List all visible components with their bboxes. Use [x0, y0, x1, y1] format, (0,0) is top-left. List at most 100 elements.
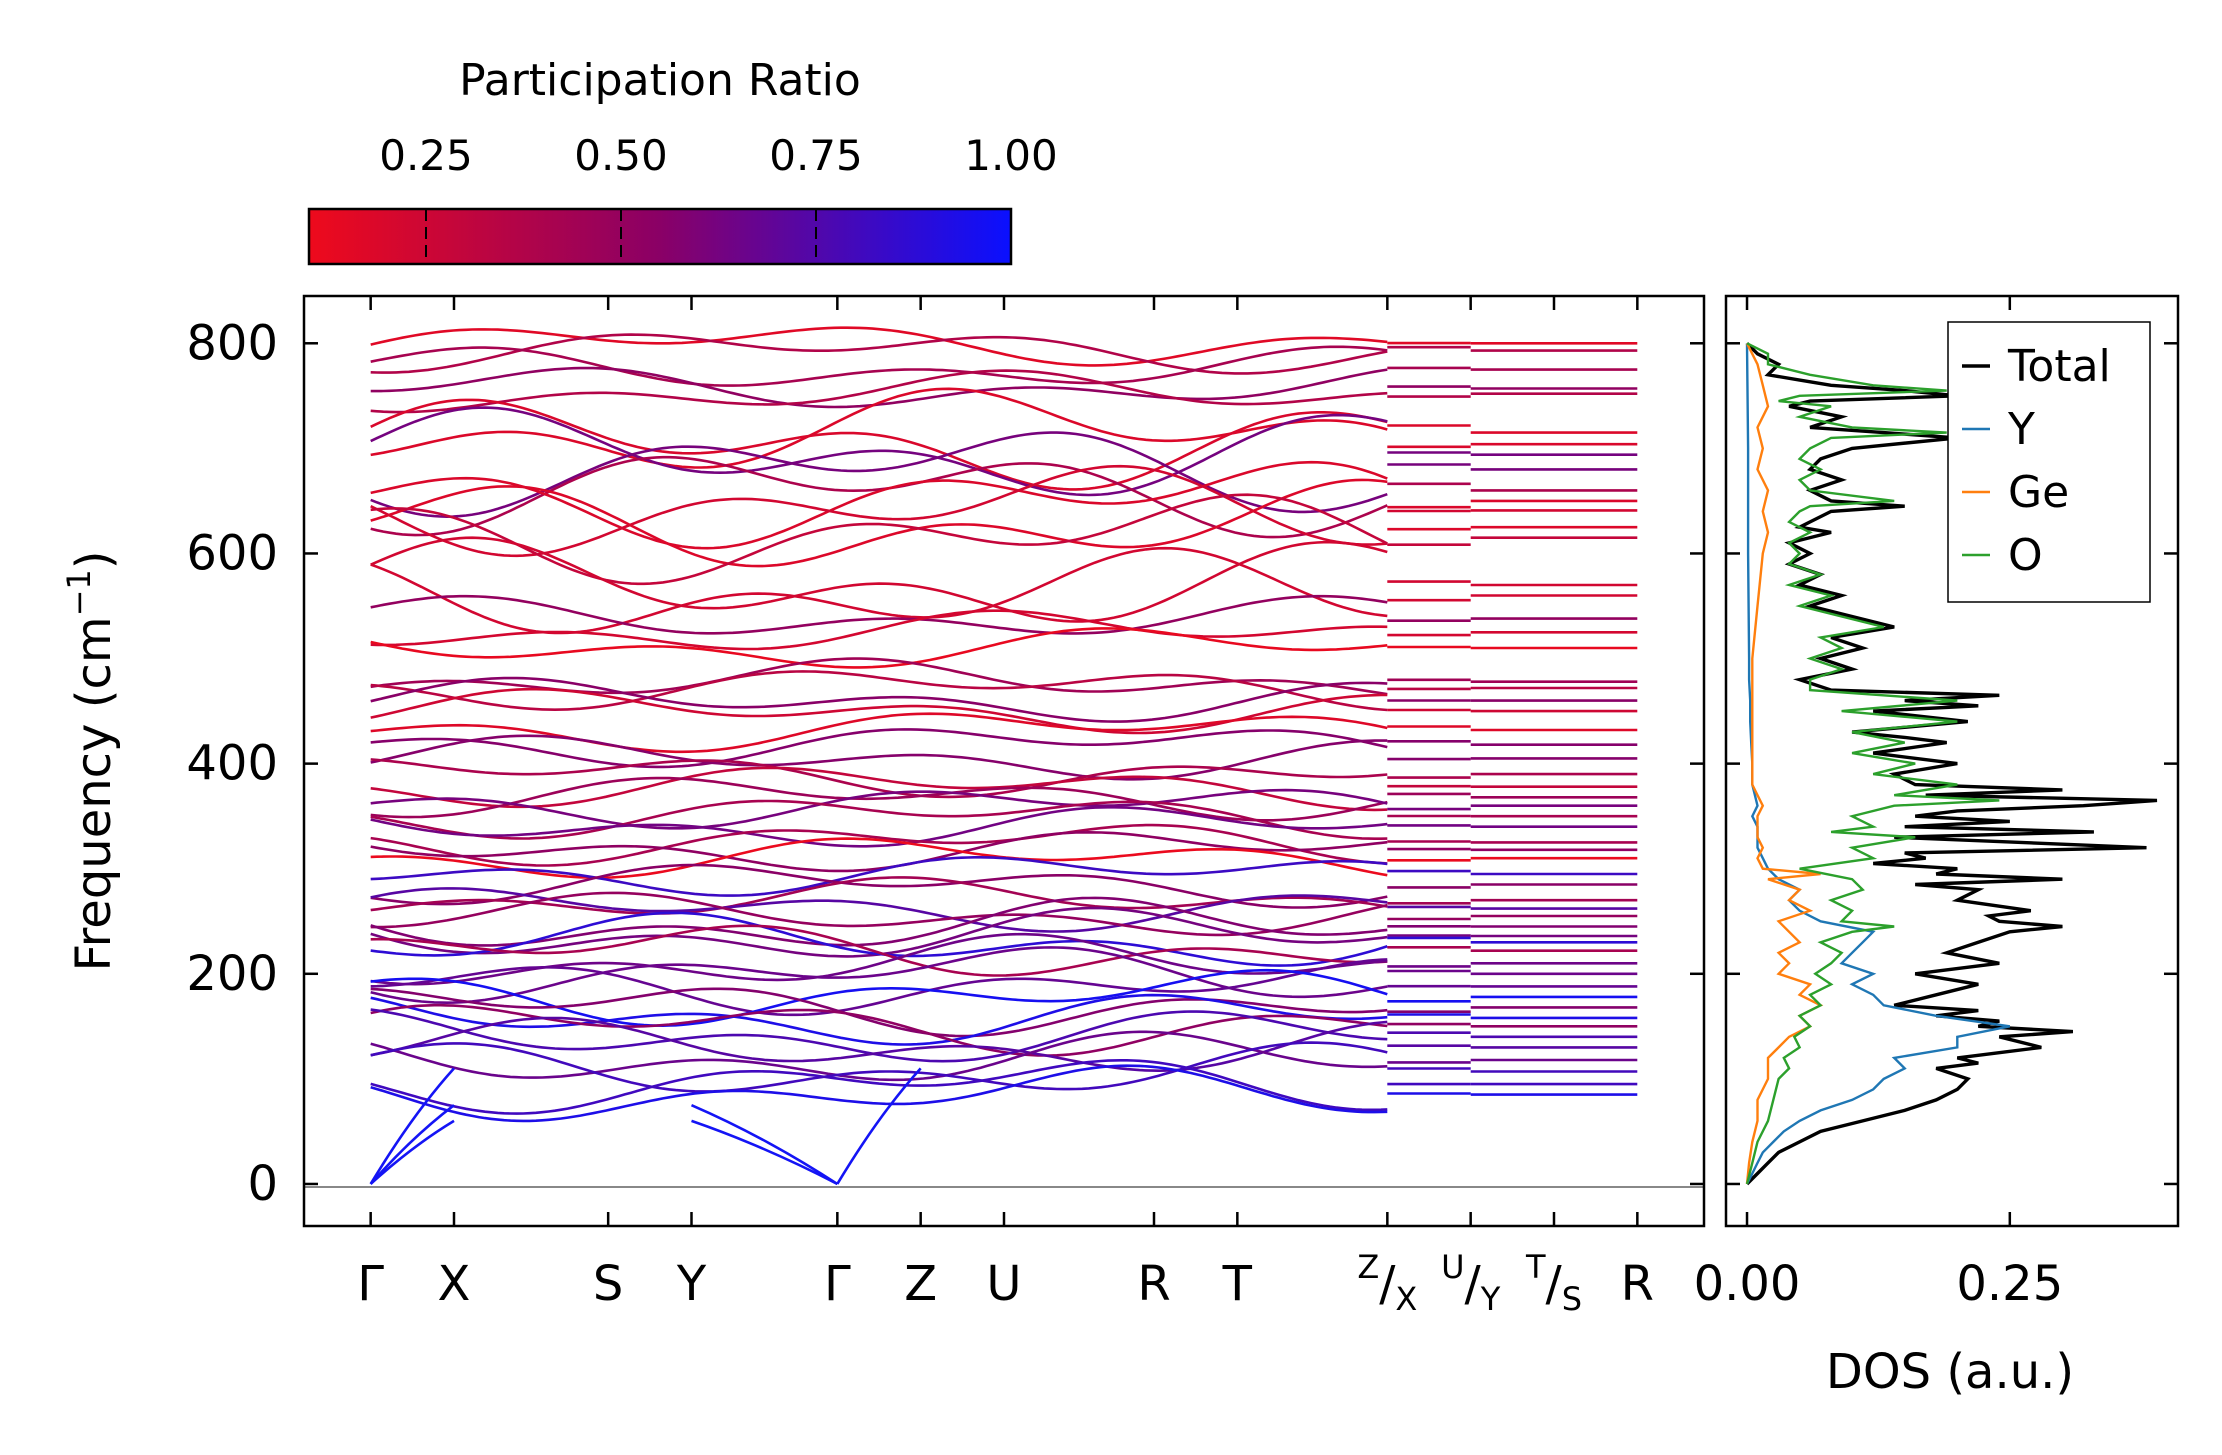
band-line — [370, 946, 1388, 1005]
band-line — [370, 326, 1388, 367]
band-line — [370, 609, 1388, 651]
dos-x-axis-label: DOS (a.u.) — [1826, 1344, 2074, 1400]
band-line — [370, 924, 1388, 977]
band-line — [370, 1041, 1388, 1093]
band-line — [370, 911, 1388, 967]
band-line — [370, 387, 1388, 469]
dos-x-tick-label: 0.00 — [1694, 1256, 1801, 1312]
colorbar: Participation Ratio 0.25 0.50 0.75 1.00 — [307, 55, 1058, 266]
colorbar-ticks: 0.25 0.50 0.75 1.00 — [379, 131, 1058, 264]
band-line — [370, 823, 1388, 867]
legend-label-o: O — [2008, 530, 2043, 581]
band-line — [370, 788, 1388, 830]
band-line — [370, 464, 1388, 558]
band-line — [370, 806, 1388, 848]
band-line — [370, 478, 1388, 568]
band-x-tick-label: R — [1621, 1256, 1654, 1312]
band-x-tick-label: S — [593, 1256, 623, 1312]
band-line — [370, 799, 1388, 840]
band-line — [370, 932, 1388, 986]
band-line — [370, 1030, 1388, 1082]
band-y-tick-label: 0 — [247, 1156, 278, 1212]
band-y-tick-label: 600 — [186, 525, 278, 581]
band-line — [370, 406, 1388, 497]
y-label-sup: −1 — [60, 569, 98, 616]
colorbar-title: Participation Ratio — [459, 55, 861, 106]
band-lines — [369, 326, 1638, 1186]
acoustic-branch — [690, 1103, 839, 1186]
band-y-tick-label: 400 — [186, 736, 278, 792]
band-line — [370, 546, 1388, 635]
band-line — [370, 776, 1388, 822]
band-line — [370, 366, 1388, 409]
band-line — [370, 993, 1388, 1046]
y-label-main: Frequency (cm — [66, 616, 122, 971]
band-line — [370, 594, 1388, 635]
band-line — [370, 333, 1388, 375]
band-x-tick-label: R — [1137, 1256, 1170, 1312]
acoustic-branch — [369, 1104, 455, 1185]
band-line — [370, 876, 1388, 915]
dos-plot-frame — [1724, 294, 2180, 1228]
band-line — [370, 712, 1388, 754]
band-line — [370, 728, 1388, 769]
legend: Total Y Ge O — [1947, 321, 2151, 603]
dos-x-tick-label: 0.25 — [1956, 1256, 2063, 1312]
band-line — [370, 676, 1388, 723]
band-line — [370, 1016, 1388, 1073]
band-line — [370, 627, 1388, 669]
band-line — [370, 968, 1388, 1028]
band-x-tick-label: Γ — [824, 1256, 851, 1312]
acoustic-branch — [836, 1067, 922, 1185]
y-label-close: ) — [66, 550, 122, 569]
band-line — [370, 1059, 1388, 1115]
band-x-tick-label: Γ — [357, 1256, 384, 1312]
band-plot-frame — [302, 294, 1706, 1228]
band-x-tick-label: Z/X — [1357, 1248, 1417, 1318]
band-line — [370, 958, 1388, 1017]
band-line — [370, 830, 1388, 873]
band-x-tick-label: Y — [676, 1256, 707, 1312]
band-y-tick-label: 800 — [186, 315, 278, 371]
band-x-tick-label: U — [986, 1256, 1021, 1312]
dos-series-o — [1745, 342, 2000, 1185]
band-line — [370, 891, 1388, 937]
colorbar-tick-label: 0.75 — [769, 131, 863, 180]
band-line — [370, 670, 1388, 712]
legend-label-total: Total — [2007, 341, 2111, 392]
band-line — [370, 896, 1388, 947]
band-line — [370, 856, 1388, 897]
band-x-tick-label: X — [438, 1256, 471, 1312]
band-line — [370, 493, 1388, 586]
acoustic-branch — [369, 1119, 455, 1185]
band-x-ticks: Γ X S Y Γ Z U R T Z/XU/YT/S R — [357, 296, 1654, 1318]
band-y-axis-label: Frequency (cm−1) — [60, 550, 122, 971]
acoustic-branch — [369, 1067, 455, 1185]
band-line — [370, 398, 1388, 491]
dos-x-ticks: 0.00 0.25 — [1694, 296, 2063, 1312]
band-line — [370, 887, 1388, 933]
band-line — [370, 1008, 1388, 1063]
band-line — [370, 1064, 1388, 1123]
dos-series-total — [1745, 342, 2158, 1186]
dos-panel: 0.00 0.25 DOS (a.u.) Total Y Ge O — [1694, 294, 2180, 1400]
colorbar-tick-label: 0.50 — [574, 131, 668, 180]
band-line — [370, 345, 1388, 387]
band-x-tick-label: U/Y — [1441, 1248, 1501, 1318]
band-x-tick-label: Z — [904, 1256, 937, 1312]
band-line — [370, 766, 1388, 812]
dos-y-ticks — [1726, 342, 2178, 1186]
acoustic-branch — [691, 1119, 838, 1186]
band-line — [370, 758, 1388, 799]
band-line — [370, 460, 1388, 550]
colorbar-gradient — [307, 207, 1013, 266]
band-x-tick-label: T — [1222, 1256, 1253, 1312]
band-y-ticks: 0 200 400 600 800 — [186, 315, 1704, 1212]
band-x-tick-label: T/S — [1525, 1248, 1582, 1318]
band-line — [370, 657, 1388, 696]
colorbar-tick-label: 0.25 — [379, 131, 473, 180]
band-line — [370, 687, 1388, 735]
band-line — [370, 369, 1388, 414]
